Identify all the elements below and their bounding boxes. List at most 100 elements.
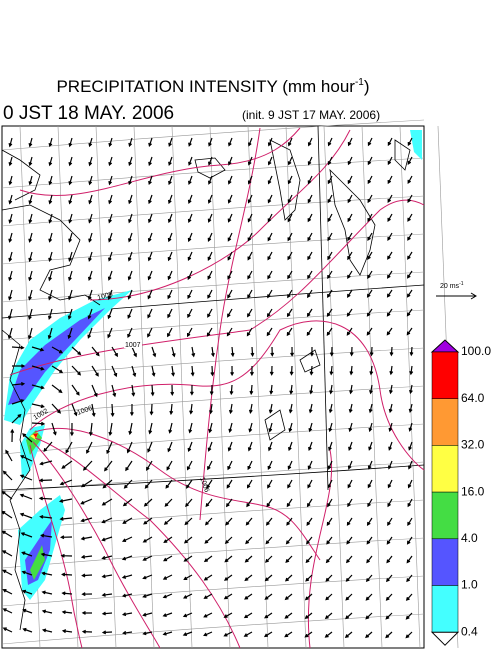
wind-arrow bbox=[367, 232, 373, 241]
wind-arrow bbox=[88, 422, 93, 437]
wind-arrow bbox=[166, 460, 173, 471]
wind-arrow bbox=[264, 555, 273, 563]
wind-arrow bbox=[346, 517, 353, 526]
vector-legend-exponent: -1 bbox=[459, 281, 464, 287]
wind-arrow bbox=[167, 232, 173, 243]
wind-arrow bbox=[108, 213, 113, 224]
wind-arrow bbox=[406, 574, 413, 583]
valid-time: 0 JST 18 MAY. 2006 bbox=[3, 103, 174, 124]
wind-arrow bbox=[51, 403, 62, 414]
wind-arrow bbox=[385, 574, 393, 583]
wind-arrow bbox=[329, 365, 334, 376]
wind-arrow bbox=[167, 270, 173, 281]
title-close: ) bbox=[364, 77, 370, 96]
wind-arrow bbox=[144, 479, 153, 489]
wind-arrow bbox=[87, 327, 93, 339]
wind-arrow bbox=[182, 631, 193, 636]
wind-arrow bbox=[309, 365, 314, 376]
wind-arrow bbox=[81, 610, 93, 615]
wind-arrow bbox=[249, 365, 254, 377]
wind-arrow bbox=[247, 213, 253, 223]
wind-arrow bbox=[208, 422, 213, 434]
wind-arrow bbox=[244, 593, 253, 600]
wind-arrow bbox=[223, 631, 233, 637]
wind-arrow bbox=[263, 631, 273, 638]
wind-arrow bbox=[306, 308, 313, 318]
wind-arrow bbox=[167, 308, 173, 319]
coastline bbox=[264, 409, 286, 441]
wind-arrow bbox=[121, 574, 133, 579]
wind-arrow bbox=[304, 593, 313, 601]
wind-arrow bbox=[88, 156, 93, 167]
meridian bbox=[399, 125, 421, 649]
wind-arrow bbox=[287, 251, 293, 261]
wind-arrow bbox=[327, 479, 333, 489]
wind-arrow bbox=[230, 365, 235, 377]
wind-arrow bbox=[327, 289, 333, 299]
wind-arrow bbox=[59, 479, 73, 486]
wind-arrow bbox=[206, 327, 213, 337]
wind-arrow bbox=[168, 175, 173, 186]
wind-arrow bbox=[264, 612, 273, 619]
colorbar-label: 32.0 bbox=[461, 438, 485, 452]
wind-arrow bbox=[142, 631, 153, 636]
wind-arrow bbox=[346, 536, 353, 545]
wind-arrow bbox=[267, 251, 273, 261]
wind-arrow bbox=[81, 592, 93, 597]
wind-arrow bbox=[108, 194, 113, 205]
wind-arrow bbox=[309, 384, 314, 395]
wind-arrow bbox=[104, 460, 113, 472]
wind-arrow bbox=[187, 308, 193, 319]
wind-arrow bbox=[28, 137, 33, 148]
wind-arrow bbox=[228, 403, 233, 415]
wind-arrow bbox=[125, 460, 133, 472]
wind-arrow bbox=[81, 573, 93, 578]
map: 1007 1005 1002 1006 1006 bbox=[1, 119, 459, 649]
wind-arrow bbox=[146, 460, 153, 471]
wind-arrow bbox=[267, 289, 273, 299]
wind-arrow bbox=[163, 536, 173, 544]
wind-arrow bbox=[267, 270, 273, 280]
wind-arrow bbox=[387, 270, 393, 279]
wind-arrow bbox=[20, 532, 33, 538]
wind-arrow bbox=[285, 536, 293, 545]
wind-arrow bbox=[51, 422, 57, 436]
wind-arrow bbox=[11, 381, 26, 386]
wind-arrow bbox=[227, 251, 233, 261]
wind-arrow bbox=[2, 627, 13, 633]
wind-arrow bbox=[246, 327, 253, 337]
wind-arrow bbox=[224, 555, 233, 563]
wind-arrow bbox=[247, 289, 253, 299]
wind-arrow bbox=[324, 631, 333, 638]
wind-arrow bbox=[407, 194, 413, 203]
wind-arrow bbox=[367, 213, 373, 223]
wind-arrow bbox=[101, 630, 113, 635]
wind-arrow bbox=[2, 569, 13, 576]
wind-arrow bbox=[347, 232, 353, 242]
wind-arrow bbox=[307, 194, 313, 204]
wind-arrow bbox=[406, 308, 413, 317]
wind-arrow bbox=[206, 479, 213, 489]
isobar bbox=[89, 129, 351, 301]
colorbar-band bbox=[431, 491, 459, 540]
wind-arrow bbox=[367, 156, 373, 166]
wind-arrow bbox=[349, 365, 354, 376]
wind-arrow bbox=[205, 498, 213, 508]
wind-arrow bbox=[187, 251, 193, 262]
wind-arrow bbox=[247, 270, 253, 280]
wind-arrow bbox=[147, 270, 153, 281]
wind-arrow bbox=[366, 555, 373, 564]
wind-arrow bbox=[48, 213, 53, 224]
wind-arrow bbox=[28, 270, 33, 282]
wind-arrow bbox=[367, 194, 373, 204]
wind-arrow bbox=[406, 289, 413, 298]
wind-arrow bbox=[329, 346, 334, 357]
wind-arrow bbox=[43, 441, 53, 453]
wind-arrow bbox=[167, 441, 173, 453]
wind-arrow bbox=[388, 403, 393, 414]
wind-arrow bbox=[267, 137, 273, 147]
wind-arrow bbox=[327, 251, 333, 261]
wind-arrow bbox=[108, 422, 113, 436]
wind-arrow bbox=[128, 194, 133, 205]
wind-arrow bbox=[168, 137, 173, 147]
